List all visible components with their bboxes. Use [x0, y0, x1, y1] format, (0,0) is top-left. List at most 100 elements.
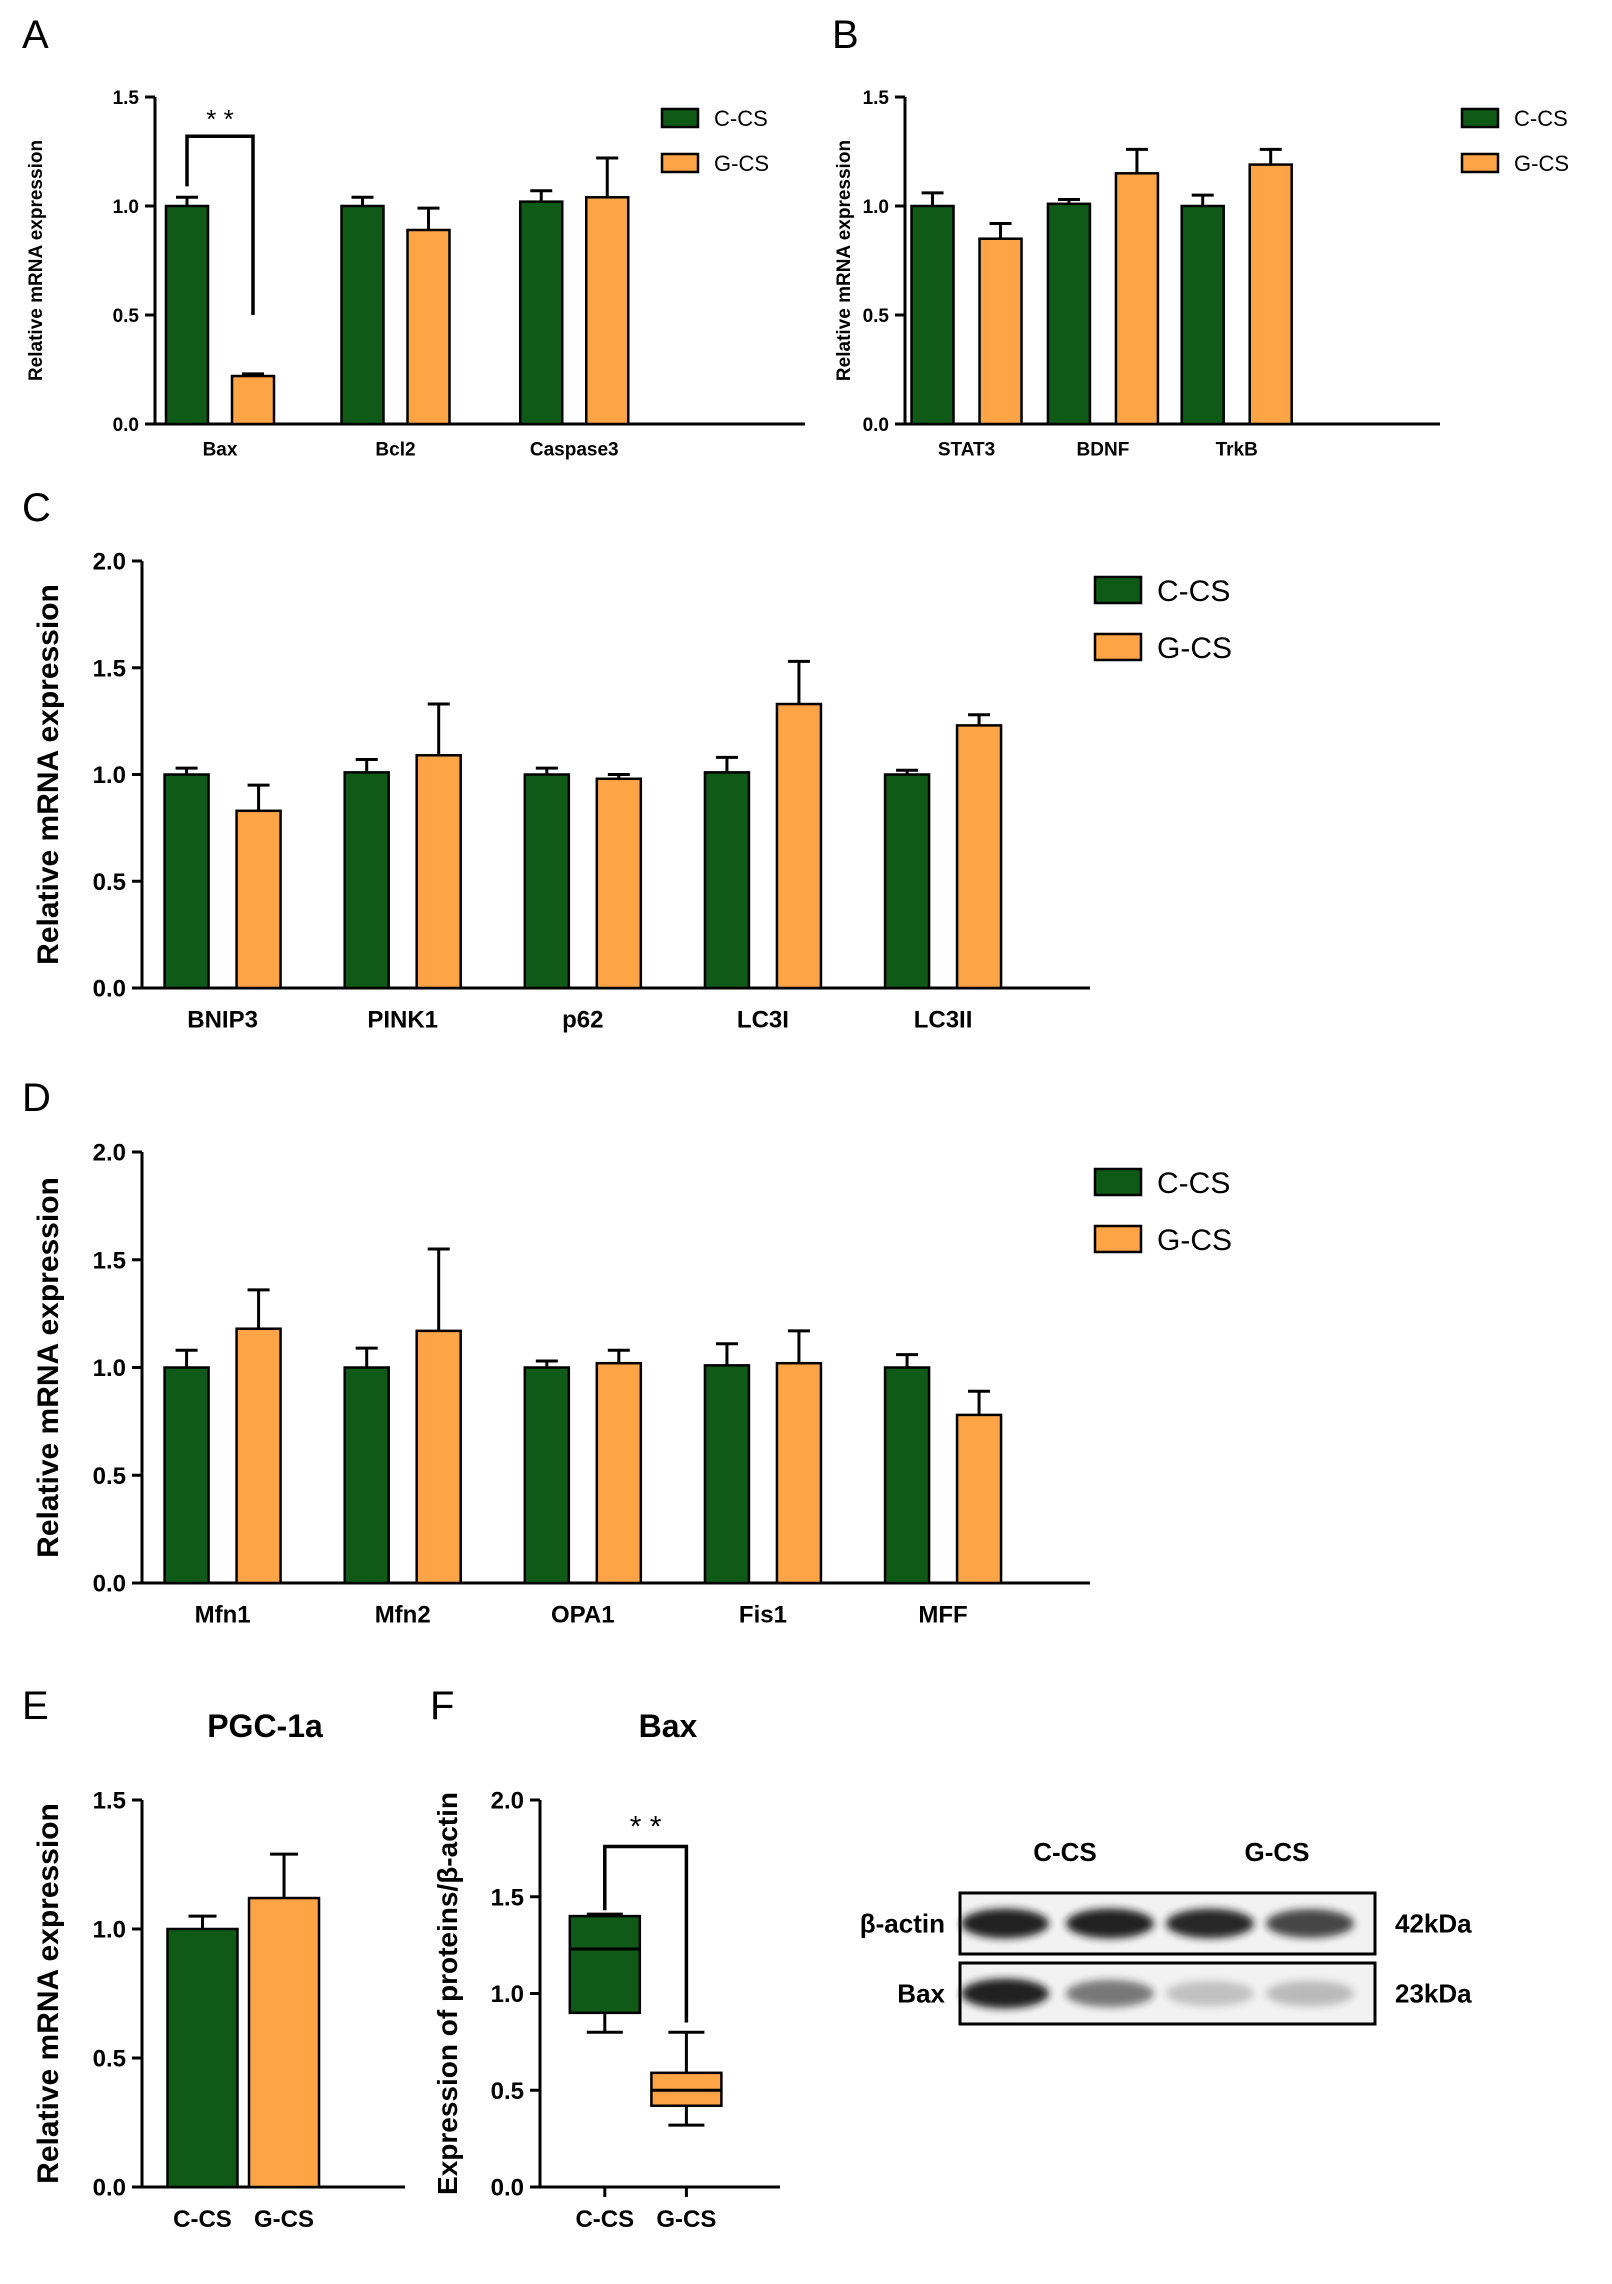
bar-g-cs: [247, 1896, 321, 2189]
bar-lc3ii-g-cs: [955, 724, 1003, 990]
y-tick-label: 1.0: [93, 762, 126, 789]
bar-pink1-c-cs: [343, 771, 390, 990]
panel-letter: E: [22, 1684, 49, 1728]
y-tick-label: 1.5: [93, 1788, 126, 1815]
legend-swatch-g-cs: [1093, 632, 1143, 662]
panel-b: B 0.0 0.5 1.0 1.5 Relative mRNA expression STA…: [832, 13, 1569, 460]
x-tick-label: LC3I: [737, 1007, 789, 1034]
legend-label: G-CS: [1514, 151, 1569, 176]
box-c-cs: [568, 1914, 642, 2015]
y-tick-label: 2.0: [93, 549, 126, 576]
bar-stat3-c-cs: [910, 204, 955, 426]
y-tick-label: 1.5: [93, 655, 126, 682]
blot-band: [1166, 1908, 1254, 1939]
y-tick-label: 0.0: [113, 415, 139, 436]
y-tick-label: 1.0: [863, 197, 889, 218]
panel-a: A 0.0 0.5 1.0 1.5 Relative mRNA expression Bax…: [22, 13, 805, 460]
x-tick-label: G-CS: [656, 2206, 716, 2233]
y-tick-label: 0.5: [93, 869, 126, 896]
y-tick-label: 2.0: [491, 1788, 524, 1815]
y-axis-label: Relative mRNA expression: [32, 1177, 65, 1558]
blot-band: [1066, 1908, 1154, 1939]
y-tick-label: 1.0: [491, 1981, 524, 2008]
bar-mfn1-g-cs: [235, 1327, 282, 1585]
x-tick-label: C-CS: [575, 2206, 634, 2233]
bar-bdnf-g-cs: [1114, 172, 1160, 426]
bar-lc3ii-c-cs: [883, 773, 931, 990]
y-tick-label: 0.0: [93, 2175, 126, 2202]
y-tick-label: 1.0: [93, 1917, 126, 1944]
y-tick-label: 1.5: [491, 1884, 524, 1911]
western-blot: C-CS G-CS β-actin 42kDa Bax 23kDa: [860, 1837, 1472, 2026]
blot-size-label: 23kDa: [1395, 1979, 1472, 2009]
legend-swatch-g-cs: [1460, 152, 1500, 174]
blot-band: [961, 1978, 1049, 2009]
legend-label: C-CS: [1514, 106, 1568, 131]
bar-trkb-c-cs: [1180, 204, 1225, 426]
bar-mfn2-g-cs: [415, 1329, 462, 1585]
bar-bcl2-g-cs: [406, 228, 451, 426]
panel-title: PGC-1a: [207, 1708, 323, 1744]
x-tick-label: Bax: [203, 439, 238, 460]
x-tick-label: Mfn1: [195, 1602, 251, 1629]
y-axis-label: Relative mRNA expression: [26, 140, 47, 381]
y-tick-label: 0.5: [113, 306, 140, 327]
legend-label: G-CS: [1157, 632, 1232, 665]
y-axis-label: Relative mRNA expression: [32, 1803, 65, 2184]
blot-size-label: 42kDa: [1395, 1909, 1472, 1939]
legend-swatch-c-cs: [1460, 107, 1500, 129]
blot-band: [1066, 1979, 1154, 2008]
x-tick-label: Bcl2: [375, 439, 415, 460]
bar-mff-c-cs: [883, 1366, 931, 1585]
legend-swatch-g-cs: [1093, 1224, 1143, 1254]
legend-label: C-CS: [1157, 1167, 1230, 1200]
y-tick-label: 1.0: [93, 1355, 126, 1382]
bar-stat3-g-cs: [978, 237, 1023, 426]
legend-swatch-c-cs: [660, 107, 700, 129]
blot-band: [1166, 1980, 1254, 2007]
bar-mff-g-cs: [955, 1413, 1003, 1585]
x-tick-label: BNIP3: [187, 1007, 258, 1034]
significance-label: * *: [630, 1810, 662, 1843]
bar-fis1-g-cs: [775, 1361, 823, 1585]
x-tick-label: LC3II: [914, 1007, 973, 1034]
y-tick-label: 0.0: [93, 976, 126, 1003]
legend-swatch-g-cs: [660, 152, 700, 174]
x-tick-label: PINK1: [367, 1007, 438, 1034]
significance-label: * *: [206, 104, 233, 134]
panel-title: Bax: [639, 1708, 698, 1744]
bar-p62-g-cs: [595, 777, 643, 990]
x-tick-label: Caspase3: [530, 439, 619, 460]
y-tick-label: 1.5: [113, 88, 140, 109]
panel-letter: D: [22, 1076, 51, 1120]
legend-label: C-CS: [714, 106, 768, 131]
y-tick-label: 0.5: [863, 306, 890, 327]
bar-p62-c-cs: [523, 773, 571, 990]
y-tick-label: 0.0: [491, 2175, 524, 2202]
bar-opa1-g-cs: [595, 1361, 643, 1585]
legend-label: C-CS: [1157, 575, 1230, 608]
y-axis-label: Relative mRNA expression: [834, 140, 855, 381]
legend-label: G-CS: [714, 151, 769, 176]
x-tick-label: STAT3: [938, 439, 995, 460]
y-axis-label: Relative mRNA expression: [32, 584, 65, 965]
bar-bax-c-cs: [164, 204, 210, 426]
x-tick-label: BDNF: [1077, 439, 1130, 460]
y-tick-label: 1.0: [113, 197, 139, 218]
bar-c-cs: [166, 1927, 239, 2189]
y-tick-label: 0.5: [93, 1463, 126, 1490]
panel-c: C 0.0 0.5 1.0 1.5 2.0 Relative mRNA expression…: [22, 486, 1232, 1034]
panel-letter: C: [22, 486, 51, 530]
panel-letter: F: [430, 1684, 454, 1728]
bar-lc3i-g-cs: [775, 702, 823, 990]
y-tick-label: 0.5: [491, 2078, 524, 2105]
panel-e: E PGC-1a 0.0 0.5 1.0 1.5 Relative mRNA express…: [22, 1684, 405, 2233]
blot-group-label: C-CS: [1033, 1837, 1097, 1867]
blot-protein-label: Bax: [897, 1979, 945, 2009]
y-axis-label: Expression of proteins/β-actin: [432, 1792, 463, 2195]
panel-letter: B: [832, 13, 859, 57]
x-tick-label: C-CS: [173, 2206, 232, 2233]
bar-fis1-c-cs: [703, 1364, 751, 1585]
panel-f: F Bax 0.0 0.5 1.0 1.5 2.0 Expression of protein…: [430, 1684, 780, 2233]
